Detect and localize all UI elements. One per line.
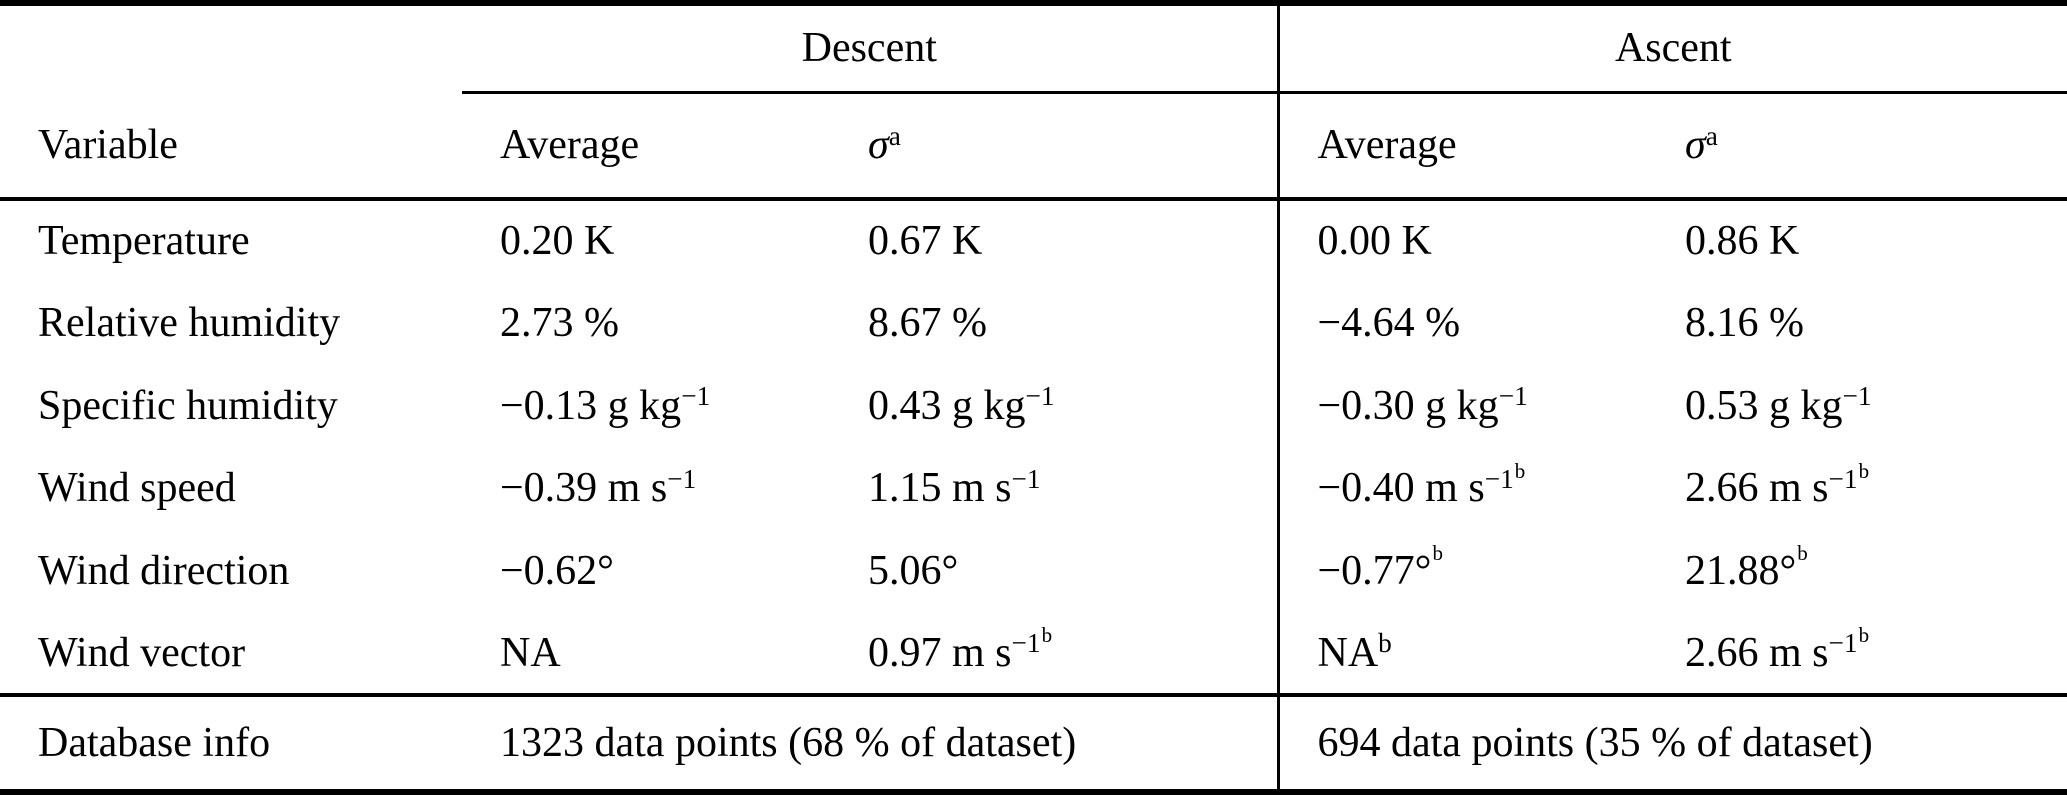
cell-ascent-average: −4.64 % bbox=[1276, 281, 1647, 365]
group-header-descent: Descent bbox=[462, 3, 1278, 94]
cell-variable: Temperature bbox=[38, 218, 250, 265]
table-row-wind-direction: Wind direction −0.62° 5.06° −0.77°b 21.8… bbox=[0, 529, 2067, 613]
cell-ascent-sigma: 8.16 % bbox=[1685, 299, 1804, 346]
cell-descent-average: −0.39 m s−1 bbox=[500, 463, 697, 512]
cell-descent-sigma: 8.67 % bbox=[868, 299, 987, 346]
cell-ascent-average: −0.30 g kg−1 bbox=[1276, 364, 1647, 447]
cell-descent-average: −0.62° bbox=[500, 547, 614, 594]
cell-ascent-average: NAb bbox=[1276, 612, 1647, 697]
cell-database-info-ascent: 694 data points (35 % of dataset) bbox=[1276, 695, 2067, 792]
table-row-database-info: Database info 1323 data points (68 % of … bbox=[0, 695, 2067, 792]
table-row-wind-vector: Wind vector NA 0.97 m s−1b NAb 2.66 m s−… bbox=[0, 612, 2067, 697]
cell-ascent-sigma: 2.66 m s−1b bbox=[1647, 612, 2067, 697]
cell-descent-sigma: 1.15 m s−1 bbox=[868, 463, 1041, 512]
cell-descent-average: 0.20 K bbox=[500, 218, 615, 265]
column-header-descent-sigma: σa bbox=[830, 92, 1278, 201]
cell-variable: Relative humidity bbox=[38, 299, 341, 346]
column-header-ascent-sigma: σa bbox=[1647, 92, 2067, 201]
cell-database-info-descent: 1323 data points (68 % of dataset) bbox=[500, 720, 1077, 766]
cell-descent-sigma: 0.67 K bbox=[868, 218, 983, 265]
cell-variable: Wind direction bbox=[38, 547, 290, 594]
column-header-descent-average: Average bbox=[462, 92, 830, 201]
cell-variable: Specific humidity bbox=[38, 382, 338, 429]
cell-database-info-label: Database info bbox=[38, 720, 271, 766]
group-header-row: Descent Ascent bbox=[0, 3, 2067, 94]
cell-ascent-sigma: 0.53 g kg−1 bbox=[1685, 381, 1872, 429]
table-row-temperature: Temperature 0.20 K 0.67 K 0.00 K 0.86 K bbox=[0, 199, 2067, 282]
cell-variable: Wind vector bbox=[0, 612, 462, 697]
table-row-relative-humidity: Relative humidity 2.73 % 8.67 % −4.64 % … bbox=[0, 281, 2067, 365]
group-header-ascent: Ascent bbox=[1276, 3, 2067, 94]
cell-ascent-sigma: 21.88°b bbox=[1685, 541, 1808, 594]
cell-descent-sigma: 5.06° bbox=[868, 547, 959, 594]
cell-descent-average: NA bbox=[462, 612, 830, 697]
cell-ascent-sigma: 2.66 m s−1b bbox=[1685, 458, 1870, 512]
cell-ascent-average: 0.00 K bbox=[1276, 199, 1647, 282]
cell-descent-sigma: 0.97 m s−1b bbox=[830, 612, 1278, 697]
table-row-specific-humidity: Specific humidity −0.13 g kg−1 0.43 g kg… bbox=[0, 364, 2067, 447]
cell-variable: Wind speed bbox=[38, 465, 236, 512]
cell-descent-sigma: 0.43 g kg−1 bbox=[868, 381, 1055, 429]
cell-ascent-average: −0.77°b bbox=[1276, 529, 1647, 613]
group-header-spacer bbox=[0, 3, 462, 92]
cell-descent-average: −0.13 g kg−1 bbox=[500, 381, 711, 429]
cell-ascent-average: −0.40 m s−1b bbox=[1276, 446, 1647, 530]
cell-ascent-sigma: 0.86 K bbox=[1685, 218, 1800, 265]
cell-descent-average: 2.73 % bbox=[500, 299, 619, 346]
column-header-variable: Variable bbox=[0, 92, 462, 201]
column-header-ascent-average: Average bbox=[1276, 92, 1647, 201]
column-header-row: Variable Average σa Average σa bbox=[0, 92, 2067, 201]
table-row-wind-speed: Wind speed −0.39 m s−1 1.15 m s−1 −0.40 … bbox=[0, 446, 2067, 530]
